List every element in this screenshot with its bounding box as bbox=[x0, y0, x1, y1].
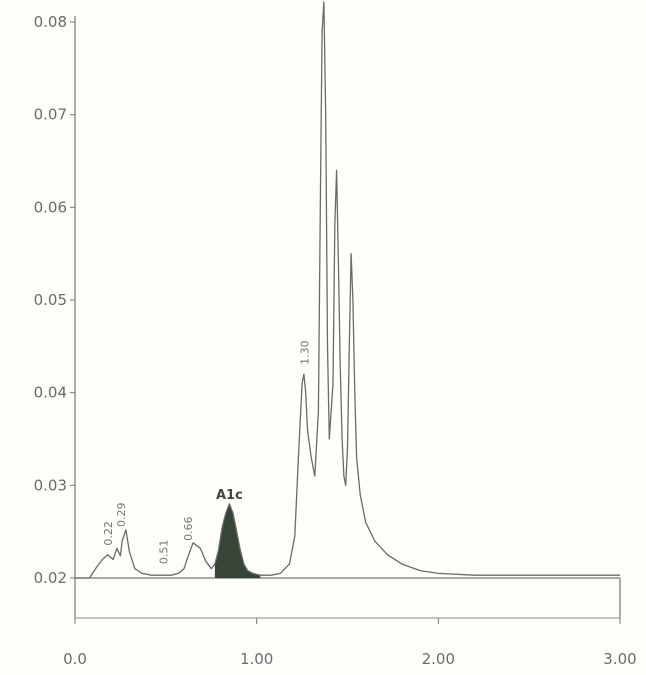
y-tick-label: 0.03 bbox=[34, 476, 67, 494]
x-tick-label: 2.00 bbox=[422, 650, 455, 668]
y-tick-label: 0.04 bbox=[34, 384, 67, 402]
y-tick-label: 0.06 bbox=[34, 198, 67, 216]
y-tick-label: 0.02 bbox=[34, 569, 67, 587]
a1c-shaded-area-group bbox=[214, 503, 261, 578]
peak-annotations-group: 0.220.29 0.51 0.66 A1c 1.30 bbox=[102, 340, 311, 564]
axes bbox=[70, 16, 621, 624]
y-tick-label: 0.07 bbox=[34, 106, 67, 124]
series-group bbox=[75, 1, 620, 579]
a1c-shaded-area bbox=[214, 503, 261, 578]
peak-label-a1c: A1c bbox=[216, 488, 243, 503]
tick-labels-group: 0.02 0.03 0.04 0.05 0.06 0.07 0.08 0.0 1.00 2.00 3… bbox=[34, 13, 637, 668]
y-tick-label: 0.05 bbox=[34, 291, 67, 309]
x-tick-label: 0.0 bbox=[63, 650, 87, 668]
chromatogram-line bbox=[75, 1, 620, 579]
y-tick-label: 0.08 bbox=[34, 13, 67, 31]
peak-label: 0.51 bbox=[158, 540, 171, 565]
peak-label: 0.66 bbox=[182, 516, 195, 541]
peak-label: 0.22 bbox=[102, 521, 115, 546]
peak-label: 0.29 bbox=[115, 503, 128, 528]
x-tick-label: 1.00 bbox=[240, 650, 273, 668]
x-tick-label: 3.00 bbox=[603, 650, 636, 668]
peak-label: 1.30 bbox=[298, 340, 311, 365]
